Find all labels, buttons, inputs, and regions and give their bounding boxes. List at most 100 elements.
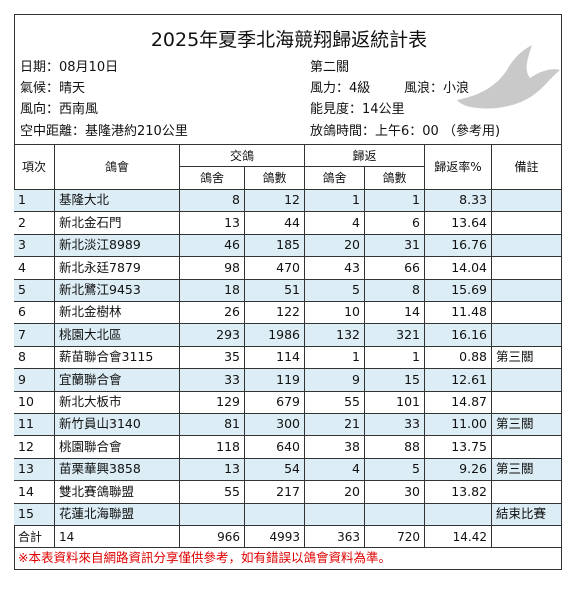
table-cell: 4 [305,458,365,482]
table-cell: 13 [180,212,245,235]
table-cell: 20 [305,481,365,504]
table-cell: 新北永廷7879 [55,257,180,280]
table-cell: 8.33 [425,190,492,213]
table-cell: 321 [365,324,425,347]
table-cell: 26 [180,302,245,325]
table-cell: 14 [365,302,425,325]
total-cell: 966 [180,526,245,549]
table-cell: 13.75 [425,436,492,459]
table-cell: 9 [305,369,365,392]
table-cell: 新竹員山3140 [55,414,180,437]
info-right: 風浪：小浪 [404,81,470,96]
table-cell: 119 [245,369,305,392]
table-cell: 35 [180,346,245,370]
table-cell: 114 [245,346,305,370]
header-cell: 鴿會 [55,145,180,190]
table-cell: 33 [365,414,425,437]
table-cell: 679 [245,391,305,414]
header-cell: 歸返 [305,145,425,167]
table-cell: 122 [245,302,305,325]
table-cell: 293 [180,324,245,347]
info-right: 風力：4級 [310,81,371,96]
table-cell: 55 [180,481,245,504]
table-cell: 14.04 [425,257,492,280]
table-cell: 4 [305,212,365,235]
table-cell: 18 [180,279,245,302]
table-cell: 44 [245,212,305,235]
table-cell: 11 [14,414,55,437]
info-left: 空中距離：基隆港約210公里 [20,124,188,139]
table-cell: 43 [305,257,365,280]
table-cell: 8 [365,279,425,302]
table-cell: 花蓮北海聯盟 [55,503,180,526]
info-left: 氣候：晴天 [20,81,86,96]
table-cell: 15.69 [425,279,492,302]
table-cell: 46 [180,234,245,258]
total-cell: 14.42 [425,526,492,549]
table-cell: 118 [180,436,245,459]
table-cell [365,503,425,526]
table-cell: 桃園聯合會 [55,436,180,459]
table-cell: 14.87 [425,391,492,414]
table-cell: 10 [305,302,365,325]
header-cell: 項次 [14,145,55,190]
table-cell: 66 [365,257,425,280]
table-cell [492,212,562,235]
header-cell: 鴿數 [365,167,425,190]
table-cell: 10 [14,391,55,414]
table-cell: 1 [365,346,425,370]
table-cell: 4 [14,257,55,280]
table-cell: 12.61 [425,369,492,392]
total-cell: 720 [365,526,425,549]
table-cell: 129 [180,391,245,414]
table-cell: 13.64 [425,212,492,235]
table-cell [492,369,562,392]
info-left: 日期：08月10日 [20,60,119,75]
table-cell: 640 [245,436,305,459]
table-cell: 33 [180,369,245,392]
footer-note: ※本表資料來自網路資訊分享僅供參考，如有錯誤以鴿會資料為準。 [18,550,391,566]
table-cell [492,436,562,459]
table-cell: 54 [245,458,305,482]
table-cell [245,503,305,526]
table-cell: 101 [365,391,425,414]
table-cell: 第三關 [492,458,562,482]
title: 2025年夏季北海競翔歸返統計表 [150,28,428,51]
table-cell: 1 [365,190,425,213]
table-cell: 8 [14,346,55,370]
table-cell: 38 [305,436,365,459]
table-cell: 苗栗華興3858 [55,458,180,482]
table-cell: 2 [14,212,55,235]
table-cell: 16.76 [425,234,492,258]
table-cell [492,391,562,414]
table-cell: 30 [365,481,425,504]
table-cell: 31 [365,234,425,258]
table-cell: 5 [305,279,365,302]
table-cell: 21 [305,414,365,437]
total-cell [492,526,562,549]
table-cell [492,481,562,504]
table-cell: 7 [14,324,55,347]
table-cell: 新北金樹林 [55,302,180,325]
table-cell: 5 [365,458,425,482]
header-cell: 鴿舍 [305,167,365,190]
table-cell: 13.82 [425,481,492,504]
table-cell: 桃園大北區 [55,324,180,347]
table-cell: 11.00 [425,414,492,437]
table-cell: 基隆大北 [55,190,180,213]
table-cell: 1 [14,190,55,213]
table-cell: 12 [245,190,305,213]
table-cell: 3 [14,234,55,258]
table-cell: 新北鷺江9453 [55,279,180,302]
table-cell [492,279,562,302]
table-cell: 15 [14,503,55,526]
table-cell [492,190,562,213]
table-cell: 雙北賽鴿聯盟 [55,481,180,504]
table-cell: 98 [180,257,245,280]
header-cell: 鴿數 [245,167,305,190]
info-right: 第二關 [310,60,350,75]
info-left: 風向：西南風 [20,102,99,117]
table-cell: 新北淡江8989 [55,234,180,258]
table-cell: 6 [365,212,425,235]
table-cell [305,503,365,526]
